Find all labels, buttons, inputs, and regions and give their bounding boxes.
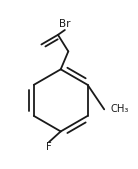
Text: F: F [46, 142, 52, 152]
Text: CH₃: CH₃ [110, 104, 129, 114]
Text: Br: Br [59, 19, 71, 29]
